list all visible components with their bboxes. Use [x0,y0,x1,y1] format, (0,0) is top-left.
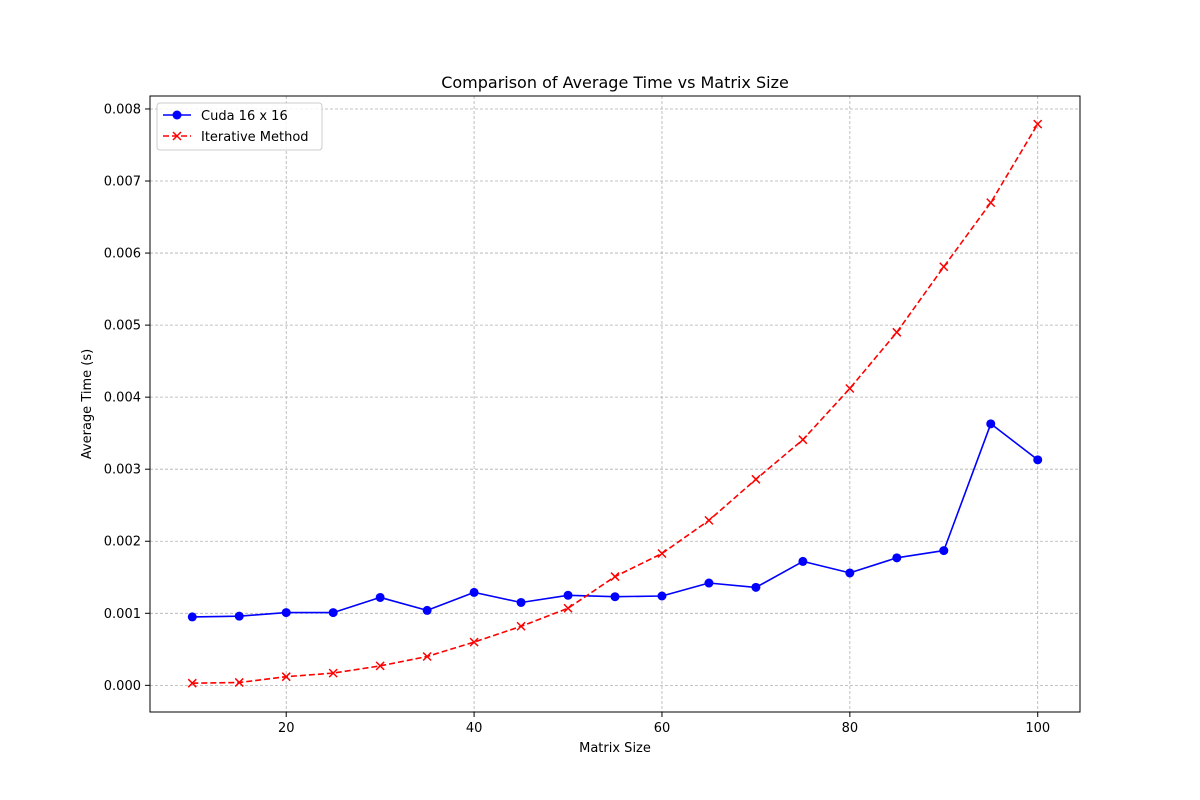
data-point-cuda [187,612,197,622]
data-point-cuda [516,597,526,607]
data-point-iterative [986,198,996,208]
data-point-cuda [422,605,432,615]
data-point-cuda [751,582,761,592]
data-point-cuda [845,568,855,578]
y-tick-label: 0.008 [104,102,141,117]
data-point-cuda [375,592,385,602]
data-point-cuda [328,608,338,618]
data-point-iterative [375,661,385,671]
data-point-cuda [234,611,244,621]
legend-marker-cuda [172,110,182,120]
data-point-iterative [751,474,761,484]
data-point-iterative [657,548,667,559]
series-iterative [187,119,1043,688]
plot-frame [149,95,1081,713]
data-point-iterative [234,677,244,687]
y-tick-label: 0.007 [104,175,141,190]
data-point-iterative [892,327,902,337]
series-group [187,119,1043,688]
legend-marker-iterative [172,131,182,141]
data-point-cuda [610,592,620,602]
data-point-iterative [610,572,620,582]
axis-ticks: 20 40 60 80 100 0.000 0.001 0.002 0.003 0.004 0.00… [104,102,1050,736]
data-point-cuda [939,546,949,556]
data-point-cuda [469,587,479,597]
x-tick-label: 100 [1025,721,1050,736]
data-point-iterative [845,383,855,394]
data-point-iterative [563,603,573,613]
data-point-iterative [1033,119,1043,129]
data-point-iterative [422,651,432,662]
series-cuda [187,419,1043,622]
data-point-cuda [281,608,291,618]
data-point-iterative [516,621,526,631]
y-axis-label: Average Time (s) [80,349,95,459]
data-point-iterative [939,262,949,272]
y-tick-label: 0.005 [104,319,141,334]
data-point-cuda [1033,455,1043,465]
y-tick-label: 0.003 [104,463,141,478]
data-point-cuda [892,553,902,563]
data-point-cuda [986,419,996,429]
x-tick-label: 60 [654,721,671,736]
y-tick-label: 0.002 [104,535,141,550]
legend-label-cuda: Cuda 16 x 16 [201,109,288,124]
y-tick-label: 0.000 [104,679,141,694]
data-point-cuda [563,590,573,600]
y-tick-label: 0.004 [104,391,141,406]
data-point-iterative [187,678,197,688]
chart-title: Comparison of Average Time vs Matrix Siz… [441,73,789,92]
data-point-iterative [704,515,714,525]
data-point-cuda [704,578,714,588]
x-axis-label: Matrix Size [579,741,651,756]
data-point-iterative [798,435,808,445]
data-point-iterative [469,637,479,647]
y-tick-label: 0.001 [104,607,141,622]
x-tick-label: 80 [842,721,859,736]
data-point-iterative [328,668,338,678]
x-tick-label: 20 [278,721,295,736]
grid [150,96,1080,712]
y-tick-label: 0.006 [104,247,141,262]
legend: Cuda 16 x 16 Iterative Method [156,102,323,151]
data-point-iterative [281,672,291,682]
legend-box [156,102,323,151]
data-point-cuda [657,591,667,601]
x-tick-label: 40 [466,721,483,736]
data-point-cuda [798,556,808,566]
legend-label-iterative: Iterative Method [201,130,309,145]
